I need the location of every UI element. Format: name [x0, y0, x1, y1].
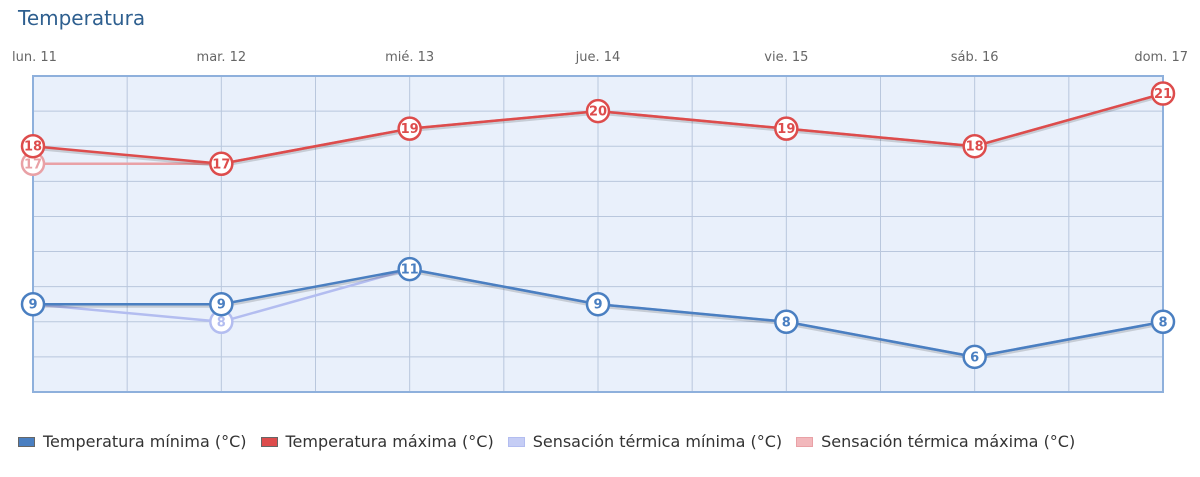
data-point — [1150, 81, 1176, 106]
chart-title: Temperatura — [18, 6, 146, 30]
data-point — [397, 256, 422, 282]
data-label: 8 — [217, 315, 226, 330]
data-label: 19 — [777, 122, 795, 137]
x-tick-label: jue. 14 — [575, 50, 621, 65]
x-tick-label: lun. 11 — [12, 50, 57, 65]
data-label: 17 — [212, 157, 230, 172]
legend-swatch — [507, 436, 525, 447]
x-tick-label: mié. 13 — [385, 50, 434, 65]
data-label: 6 — [970, 350, 979, 365]
data-point — [774, 309, 799, 335]
data-label: 11 — [401, 263, 419, 278]
data-label: 9 — [217, 298, 226, 313]
x-tick-label: sáb. 16 — [951, 50, 999, 65]
chart-legend: Temperatura mínima (°C) Temperatura máxim… — [18, 432, 1075, 451]
data-point — [585, 98, 611, 124]
legend-label: Sensación térmica mínima (°C) — [532, 432, 783, 451]
legend-label: Temperatura máxima (°C) — [285, 432, 494, 451]
legend-item[interactable]: Sensación térmica mínima (°C) — [507, 432, 783, 451]
data-point — [962, 344, 987, 370]
legend-item[interactable]: Temperatura máxima (°C) — [260, 432, 494, 451]
data-point — [1150, 309, 1176, 335]
data-point — [209, 151, 234, 177]
data-point — [397, 116, 422, 141]
data-label: 17 — [24, 157, 42, 172]
data-label: 18 — [966, 140, 984, 155]
legend-label: Sensación térmica máxima (°C) — [821, 432, 1076, 451]
data-point — [20, 133, 46, 159]
data-label: 20 — [589, 105, 607, 120]
data-label: 18 — [24, 140, 42, 155]
data-label: 8 — [1158, 315, 1167, 330]
legend-label: Temperatura mínima (°C) — [43, 432, 247, 451]
data-point — [20, 291, 46, 317]
data-label: 19 — [401, 122, 419, 137]
data-point — [774, 116, 799, 141]
data-label: 9 — [28, 298, 37, 313]
x-tick-label: vie. 15 — [764, 50, 808, 65]
data-point — [962, 133, 987, 159]
plot-border — [32, 75, 1164, 393]
x-tick-label: mar. 12 — [197, 50, 247, 65]
legend-item[interactable]: Sensación térmica máxima (°C) — [796, 432, 1075, 451]
legend-item[interactable]: Temperatura mínima (°C) — [18, 432, 247, 451]
legend-swatch — [18, 436, 35, 447]
data-point — [585, 291, 611, 317]
data-label: 8 — [782, 315, 791, 330]
data-label: 21 — [1154, 87, 1172, 102]
data-label: 9 — [593, 298, 602, 313]
x-tick-label: dom. 17 — [1134, 50, 1188, 65]
legend-swatch — [796, 436, 814, 447]
legend-swatch — [260, 436, 278, 447]
data-point — [209, 291, 234, 317]
